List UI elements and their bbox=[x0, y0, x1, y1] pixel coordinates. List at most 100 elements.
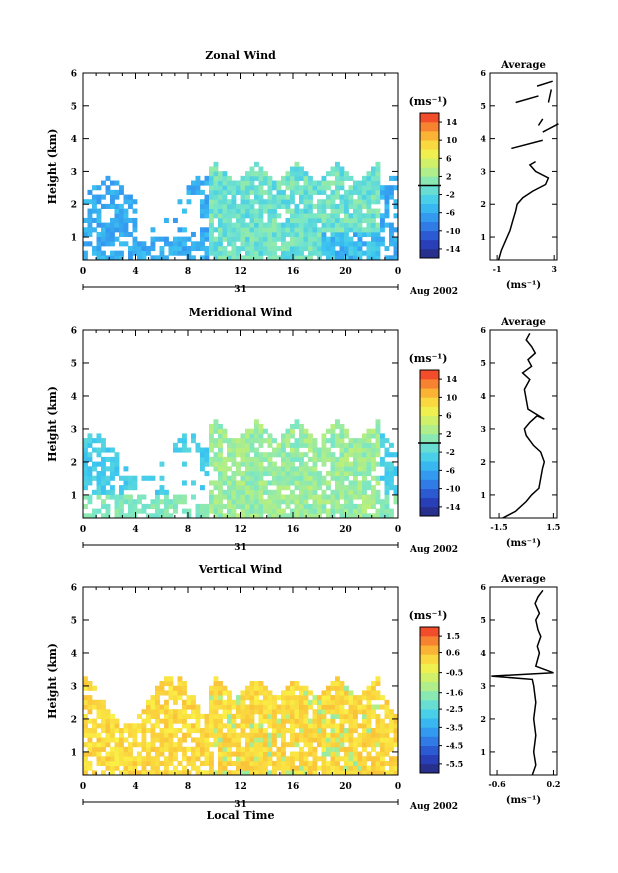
heatmap-cell bbox=[339, 685, 345, 691]
heatmap-cell bbox=[195, 704, 201, 710]
heatmap-cell bbox=[308, 199, 313, 205]
heatmap-cell bbox=[191, 241, 196, 247]
heatmap-cell bbox=[186, 713, 192, 719]
heatmap-cell bbox=[119, 185, 124, 191]
heatmap-cell bbox=[362, 709, 367, 715]
heatmap-cell bbox=[119, 742, 124, 748]
heatmap-cell bbox=[303, 709, 309, 715]
heatmap-cell bbox=[195, 765, 201, 771]
heatmap-cell bbox=[312, 250, 318, 256]
heatmap-cell bbox=[231, 194, 237, 200]
heatmap-cell bbox=[276, 751, 282, 757]
heatmap-cell bbox=[249, 203, 255, 209]
heatmap-cell bbox=[303, 765, 309, 771]
heatmap-cell bbox=[290, 760, 295, 766]
heatmap-cell bbox=[146, 704, 151, 710]
heatmap-cell bbox=[281, 732, 286, 738]
heatmap-cell bbox=[335, 231, 340, 238]
heatmap-cell bbox=[393, 175, 399, 181]
heatmap-cell bbox=[200, 742, 205, 748]
heatmap-cell bbox=[330, 231, 336, 238]
heatmap-cell bbox=[213, 699, 219, 705]
heatmap-cell bbox=[290, 480, 295, 486]
heatmap-cell bbox=[272, 742, 277, 748]
heatmap-cell bbox=[362, 471, 367, 477]
heatmap-cell bbox=[321, 732, 327, 738]
heatmap-cell bbox=[326, 222, 331, 228]
month-label: Aug 2002 bbox=[409, 287, 458, 297]
heatmap-cell bbox=[119, 499, 124, 505]
heatmap-cell bbox=[186, 189, 192, 195]
heatmap-cell bbox=[380, 213, 385, 219]
heatmap-cell bbox=[119, 475, 124, 481]
heatmap-cell bbox=[299, 756, 304, 762]
heatmap-cell bbox=[83, 685, 88, 691]
heatmap-cell bbox=[362, 494, 367, 500]
heatmap-cell bbox=[209, 508, 214, 514]
heatmap-cell bbox=[362, 475, 367, 481]
x-tick-label: 4 bbox=[132, 525, 138, 535]
heatmap-cell bbox=[272, 466, 277, 472]
heatmap-cell bbox=[294, 494, 300, 500]
heatmap-cell bbox=[339, 728, 345, 734]
heatmap-cell bbox=[222, 231, 228, 238]
heatmap-cell bbox=[384, 475, 390, 481]
heatmap-cell bbox=[231, 456, 237, 462]
heatmap-cell bbox=[240, 728, 246, 734]
heatmap-cell bbox=[209, 438, 214, 444]
heatmap-cell bbox=[101, 241, 106, 247]
heatmap-cell bbox=[218, 433, 223, 439]
heatmap-cell bbox=[299, 737, 304, 743]
heatmap-cell bbox=[114, 765, 120, 771]
heatmap-cell bbox=[299, 456, 304, 462]
heatmap-cell bbox=[330, 213, 336, 219]
heatmap-cell bbox=[218, 438, 223, 444]
x-tick-label: 12 bbox=[234, 525, 247, 535]
heatmap-cell bbox=[339, 175, 345, 181]
heatmap-cell bbox=[236, 723, 241, 729]
heatmap-cell bbox=[366, 466, 372, 472]
heatmap-cell bbox=[371, 166, 376, 172]
heatmap-cell bbox=[191, 433, 196, 439]
heatmap-cell bbox=[348, 499, 354, 505]
heatmap-cell bbox=[312, 189, 318, 195]
heatmap-cell bbox=[137, 756, 142, 762]
heatmap-cell bbox=[303, 508, 309, 514]
heatmap-cell bbox=[83, 471, 88, 477]
heatmap-cell bbox=[186, 513, 192, 519]
profile-y-tick-label: 2 bbox=[480, 457, 486, 467]
heatmap-cell bbox=[290, 245, 295, 252]
colorbar-band bbox=[420, 113, 439, 123]
heatmap-cell bbox=[312, 713, 318, 719]
heatmap-cell bbox=[357, 709, 363, 715]
heatmap-cell bbox=[245, 428, 250, 434]
heatmap-cell bbox=[101, 180, 106, 186]
heatmap-cell bbox=[195, 756, 201, 762]
colorbar-band bbox=[420, 203, 439, 213]
heatmap-cell bbox=[92, 508, 97, 514]
heatmap-cell bbox=[335, 737, 340, 743]
heatmap-cell bbox=[276, 255, 282, 261]
heatmap-cell bbox=[371, 756, 376, 762]
heatmap-cell bbox=[308, 208, 313, 214]
heatmap-cell bbox=[249, 728, 255, 734]
heatmap-cell bbox=[281, 452, 286, 458]
heatmap-cell bbox=[114, 742, 120, 748]
heatmap-cell bbox=[339, 456, 345, 462]
heatmap-cell bbox=[321, 494, 327, 500]
heatmap-cell bbox=[290, 227, 295, 233]
heatmap-cell bbox=[96, 489, 102, 495]
heatmap-cell bbox=[168, 250, 174, 256]
heatmap-cell bbox=[240, 471, 246, 477]
heatmap-cell bbox=[380, 189, 385, 195]
heatmap-cell bbox=[330, 489, 336, 495]
heatmap-cell bbox=[375, 723, 381, 729]
heatmap-cell bbox=[132, 760, 138, 766]
colorbar-tick-label: -10 bbox=[446, 484, 461, 494]
heatmap-cell bbox=[258, 681, 264, 687]
heatmap-cell bbox=[209, 709, 214, 715]
heatmap-cell bbox=[254, 194, 259, 200]
heatmap-cell bbox=[348, 245, 354, 252]
colorbar-band bbox=[420, 736, 439, 746]
heatmap-cell bbox=[263, 489, 268, 495]
